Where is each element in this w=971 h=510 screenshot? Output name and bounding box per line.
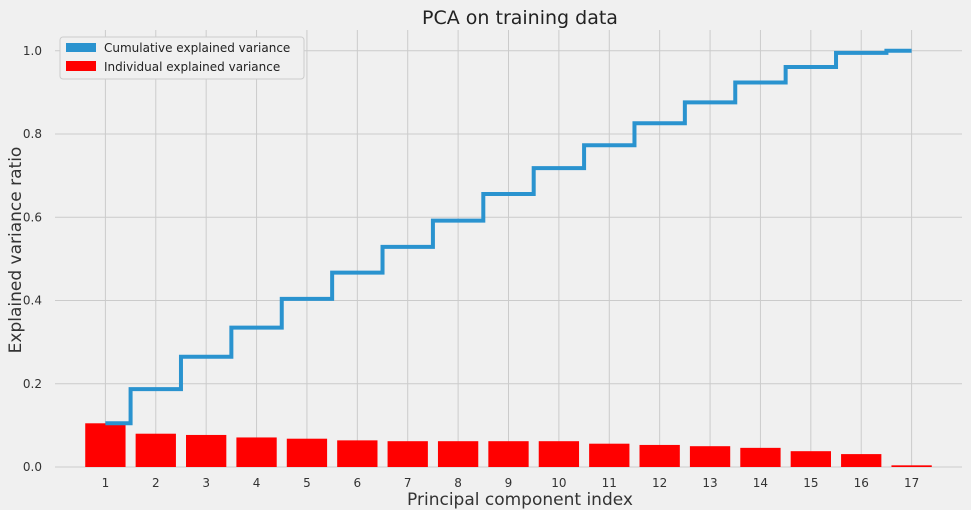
y-tick-label: 0.6: [23, 210, 42, 224]
legend: Cumulative explained variance Individual…: [59, 36, 305, 80]
y-tick-label: 0.2: [23, 377, 42, 391]
legend-label-cumulative: Cumulative explained variance: [104, 41, 290, 55]
chart-title: PCA on training data: [422, 7, 618, 29]
x-tick-label: 8: [454, 476, 462, 490]
y-tick-label: 0.0: [23, 460, 42, 474]
x-tick-label: 9: [505, 476, 513, 490]
y-axis-title: Explained variance ratio: [6, 147, 26, 354]
x-tick-label: 1: [102, 476, 110, 490]
x-tick-label: 15: [803, 476, 818, 490]
x-tick-label: 6: [354, 476, 362, 490]
y-tick-label: 0.4: [23, 294, 42, 308]
y-tick-label: 1.0: [23, 44, 42, 58]
variance-bar: [437, 441, 479, 467]
variance-bar: [841, 454, 882, 467]
variance-bar: [740, 447, 781, 467]
x-tick-label: 5: [303, 476, 311, 490]
legend-label-individual: Individual explained variance: [104, 60, 280, 74]
x-tick-label: 4: [253, 476, 261, 490]
variance-bar: [589, 443, 630, 467]
variance-bar: [538, 441, 580, 467]
variance-bar: [236, 437, 277, 467]
x-tick-label: 3: [202, 476, 210, 490]
legend-swatch-individual: [66, 61, 96, 71]
x-tick-label: 10: [551, 476, 566, 490]
legend-swatch-cumulative: [66, 43, 96, 52]
tick-labels: 0.00.20.40.60.81.01 2 3 4 5 6 7 8 9 10 11 12 13 14 15 1…: [23, 44, 919, 490]
individual-variance-bars: [85, 423, 932, 467]
x-tick-label: 7: [404, 476, 412, 490]
x-tick-label: 14: [753, 476, 768, 490]
x-tick-label: 16: [854, 476, 869, 490]
x-tick-label: 13: [702, 476, 717, 490]
x-tick-label: 11: [602, 476, 617, 490]
variance-bar: [689, 446, 731, 467]
variance-bar: [891, 465, 932, 467]
grid: [55, 30, 962, 468]
y-tick-label: 0.8: [23, 127, 42, 141]
cumulative-step-line: [105, 48, 912, 426]
variance-bar: [639, 444, 680, 467]
variance-bar: [135, 433, 176, 467]
variance-bar: [387, 441, 428, 467]
variance-bar: [286, 438, 328, 467]
x-tick-label: 2: [152, 476, 160, 490]
x-tick-label: 17: [904, 476, 919, 490]
cumulative-variance-line: [105, 48, 912, 426]
x-tick-label: 12: [652, 476, 667, 490]
variance-bar: [337, 440, 378, 467]
variance-bar: [186, 434, 227, 467]
variance-bar: [790, 451, 831, 467]
legend-box: [59, 36, 305, 80]
x-axis-title: Principal component index: [407, 490, 633, 510]
variance-bar: [488, 441, 529, 467]
variance-bar: [85, 423, 126, 467]
